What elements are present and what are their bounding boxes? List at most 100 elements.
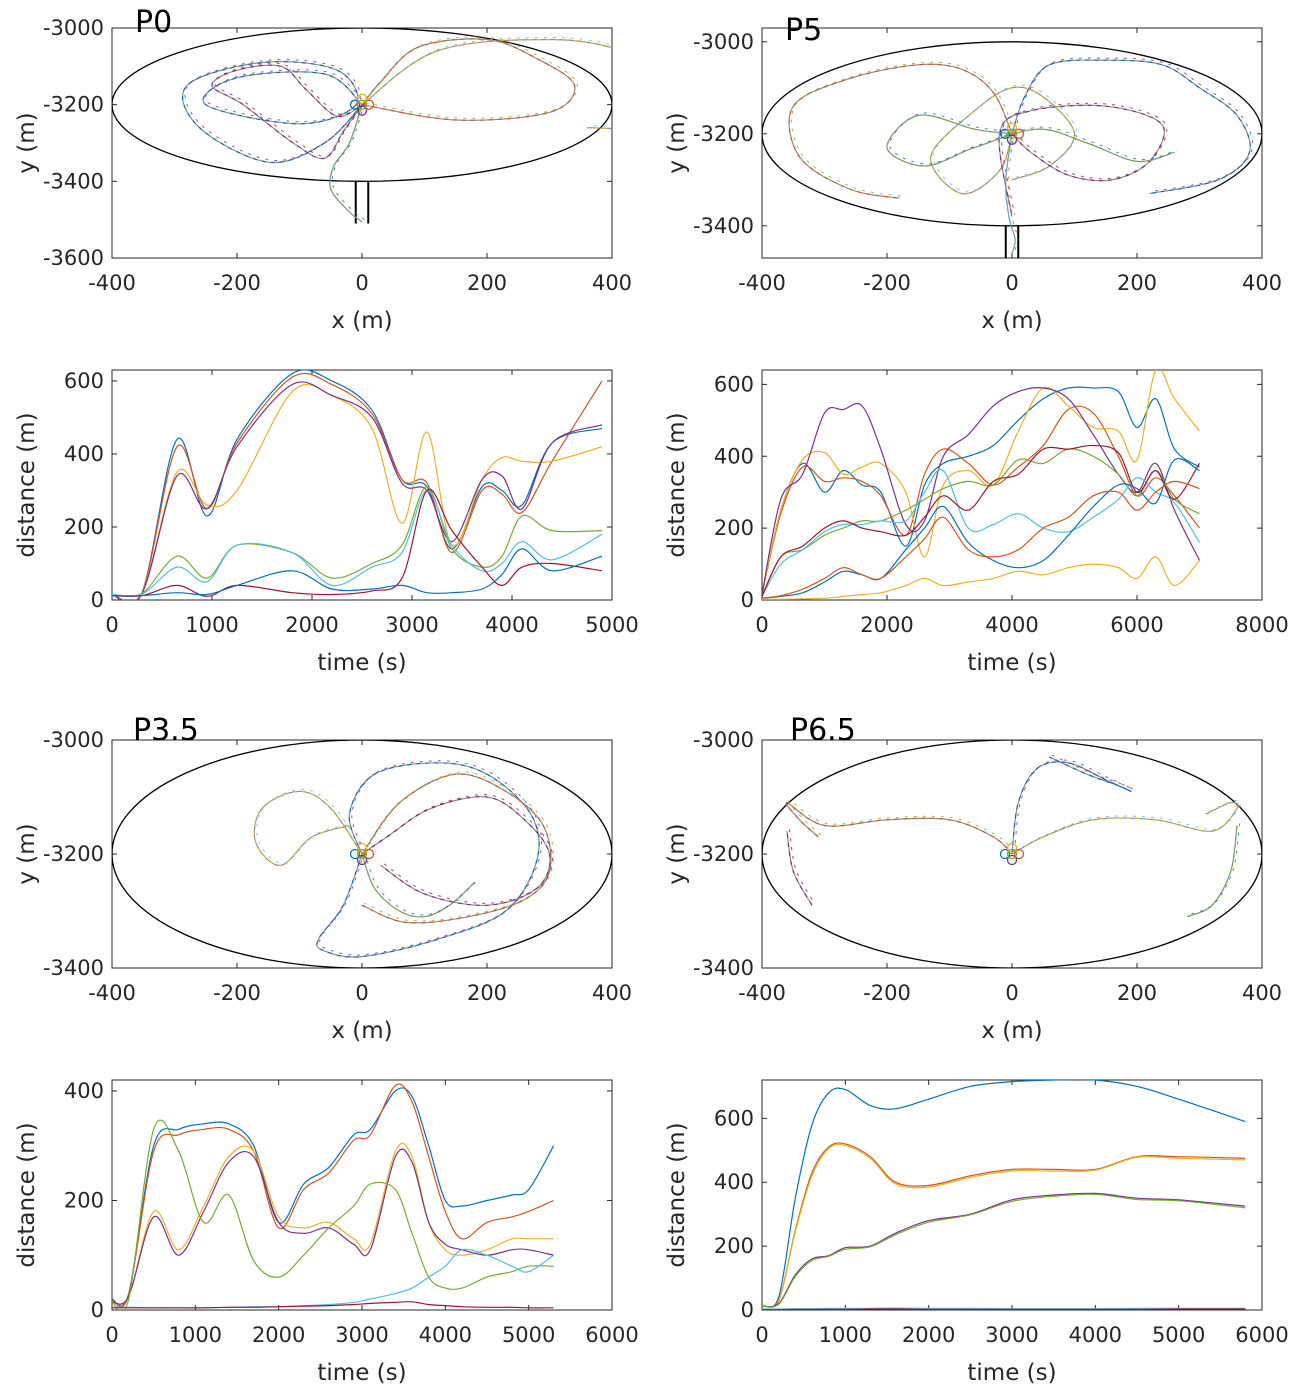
series-line [112, 548, 603, 597]
x-axis-label: x (m) [331, 308, 392, 334]
y-tick-label: 0 [91, 1298, 104, 1322]
plot-area [112, 740, 612, 968]
plot-area [762, 370, 1201, 600]
x-tick-label: 2000 [902, 1323, 955, 1347]
trajectory-track [786, 831, 813, 906]
x-tick-label: 3000 [335, 1323, 388, 1347]
x-tick-label: 1000 [169, 1323, 222, 1347]
trajectory-track [361, 38, 612, 130]
x-axis-label: time (s) [317, 1360, 406, 1386]
x-tick-label: 200 [1117, 981, 1157, 1005]
series-line [762, 458, 1200, 599]
x-tick-label: 2000 [285, 613, 338, 637]
start-marker [1013, 128, 1025, 139]
trajectory-track [1011, 801, 1239, 855]
y-axis-label: y (m) [14, 823, 40, 884]
y-tick-label: 600 [714, 1106, 754, 1130]
trajectory-line [361, 38, 612, 130]
x-tick-label: 6000 [1110, 613, 1163, 637]
y-tick-label: -3000 [693, 728, 754, 752]
trajectory-line [791, 61, 1015, 197]
x-tick-label: 5000 [502, 1323, 555, 1347]
x-tick-label: -200 [863, 271, 911, 295]
trajectory-track [886, 114, 1175, 167]
trajectory-line [1186, 825, 1238, 918]
trajectory-line [930, 86, 1076, 195]
trajectory-line [1005, 133, 1016, 254]
x-tick-label: 200 [467, 981, 507, 1005]
series-line [762, 1192, 1246, 1308]
x-axis-label: x (m) [331, 1018, 392, 1044]
panel-title: P5 [785, 13, 822, 48]
start-marker [363, 99, 375, 110]
x-axis-label: time (s) [967, 1360, 1056, 1386]
series-line [112, 370, 603, 600]
series-line [762, 386, 1200, 595]
series-line [112, 381, 603, 600]
start-marker [356, 842, 368, 854]
chart-traj-p65: -400 -200 0 200 400 -3000 -3200 -3400 x (m) y (m)… [664, 713, 1282, 1044]
x-tick-label: -400 [738, 981, 786, 1005]
y-tick-label: 400 [714, 444, 754, 468]
y-axis-label: y (m) [664, 112, 690, 173]
x-tick-label: 6000 [1235, 1323, 1288, 1347]
y-tick-label: 400 [64, 442, 104, 466]
trajectory-line [1011, 59, 1251, 195]
trajectory-line [361, 773, 552, 924]
plot-area [112, 1083, 555, 1310]
trajectory-line [361, 796, 551, 906]
x-tick-label: -400 [738, 271, 786, 295]
x-tick-label: 2000 [252, 1323, 305, 1347]
series-line [762, 370, 1200, 595]
trajectory-line [998, 104, 1165, 217]
x-tick-label: 2000 [860, 613, 913, 637]
series-line [762, 480, 1200, 599]
trajectory-line [361, 38, 576, 121]
x-tick-label: 3000 [985, 1323, 1038, 1347]
x-tick-label: 400 [592, 271, 632, 295]
series-line [762, 556, 1200, 600]
x-tick-label: 400 [1242, 981, 1282, 1005]
plot-area [112, 370, 603, 600]
plot-frame [111, 27, 613, 259]
y-tick-label: -3000 [693, 30, 754, 54]
start-marker [999, 848, 1011, 860]
plot-area [762, 41, 1262, 258]
x-tick-label: 5000 [1152, 1323, 1205, 1347]
y-tick-label: -3600 [43, 246, 104, 270]
x-tick-label: 0 [355, 271, 368, 295]
y-axis-label: distance (m) [664, 412, 690, 557]
trajectory-line [1014, 57, 1254, 193]
y-tick-label: -3400 [693, 214, 754, 238]
boundary-ellipse [762, 41, 1262, 227]
x-tick-label: 4000 [419, 1323, 472, 1347]
trajectory-track [361, 853, 475, 918]
x-tick-label: 0 [1005, 271, 1018, 295]
chart-dist-p0: 0 1000 2000 3000 4000 5000 0 200 400 600 time (s) d… [14, 369, 639, 676]
start-marker [1006, 842, 1018, 854]
trajectory-track [930, 86, 1076, 195]
trajectory-line [329, 104, 363, 223]
series-line [762, 1308, 1246, 1310]
series-line [762, 1142, 1246, 1308]
x-tick-label: 0 [105, 1323, 118, 1347]
trajectory-line [364, 771, 554, 922]
x-tick-label: 5000 [585, 613, 638, 637]
panel-title: P6.5 [790, 713, 856, 748]
y-tick-label: 0 [741, 1298, 754, 1322]
start-marker [1006, 128, 1018, 139]
trajectory-track [253, 790, 363, 867]
trajectory-line [932, 84, 1078, 193]
trajectory-line [788, 800, 1015, 853]
start-marker [356, 99, 368, 110]
chart-dist-p35: 0 1000 2000 3000 4000 5000 6000 0 200 400 time (s)… [14, 1079, 639, 1386]
trajectory-line [785, 802, 1013, 855]
x-tick-label: 6000 [585, 1323, 638, 1347]
x-tick-label: 0 [1005, 981, 1018, 1005]
x-axis-label: time (s) [967, 650, 1056, 676]
series-line [762, 1080, 1246, 1309]
series-line [112, 1087, 555, 1307]
x-tick-label: -200 [213, 271, 261, 295]
chart-traj-p5: -400 -200 0 200 400 -3000 -3200 -3400 x (m) y (m)… [664, 13, 1282, 334]
